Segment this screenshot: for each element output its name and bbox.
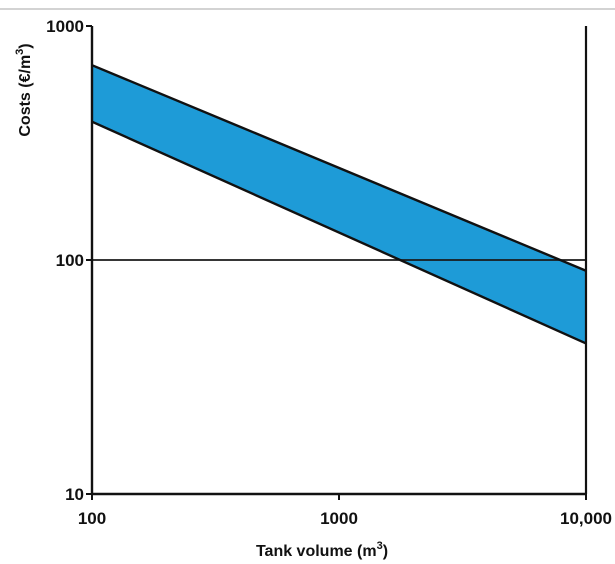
x-tick-label: 1000	[320, 509, 358, 528]
y-tick-label: 10	[65, 485, 84, 504]
plot-area	[91, 64, 587, 345]
y-axis-title-sup: 3	[14, 49, 26, 55]
lower-bound-line	[91, 120, 587, 345]
upper-bound-line	[91, 64, 587, 272]
cost-band-area	[92, 65, 586, 344]
x-axis-title-sup: 3	[377, 540, 383, 552]
tick-labels: 10 100 1000 100 1000 10,000	[46, 17, 612, 528]
x-axis-title-text: Tank volume (m	[256, 543, 377, 560]
y-tick-label: 1000	[46, 17, 84, 36]
y-axis-title: Costs (€/m3)	[14, 43, 34, 136]
x-tick-label: 100	[78, 509, 106, 528]
axes	[86, 25, 588, 500]
y-axis-title-suffix: )	[17, 43, 34, 48]
y-tick-label: 100	[56, 251, 84, 270]
x-axis-title-suffix: )	[383, 543, 388, 560]
x-axis-title: Tank volume (m3)	[256, 540, 388, 560]
x-tick-label: 10,000	[560, 509, 612, 528]
y-axis-title-text: Costs (€/m	[17, 55, 34, 137]
